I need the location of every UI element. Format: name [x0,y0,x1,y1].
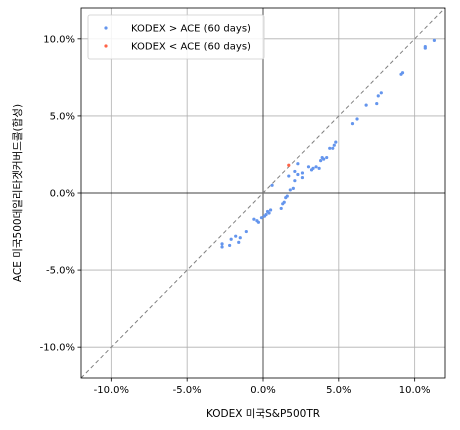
x-tick-label: 5.0% [326,385,351,396]
identity-reference-line [80,7,446,379]
point-kodex-greater [234,234,238,238]
legend-label-kodex-greater: KODEX > ACE (60 days) [131,24,251,35]
point-kodex-greater [331,146,335,150]
point-kodex-greater [423,46,427,50]
data-points [220,38,436,249]
point-kodex-greater [328,146,332,150]
point-kodex-greater [281,202,285,206]
point-kodex-greater [319,159,323,163]
legend-marker-kodex-greater [104,26,108,30]
point-kodex-greater [228,243,232,248]
point-kodex-greater [237,240,241,244]
legend-label-kodex-less: KODEX < ACE (60 days) [131,42,251,53]
point-kodex-greater [432,38,436,42]
y-axis-label: ACE 미국500데일리타겟커버드콜(합성) [11,104,24,282]
x-tick-label: 10.0% [399,385,431,396]
point-kodex-greater [279,206,283,211]
point-kodex-greater [309,168,314,172]
legend-marker-kodex-less [104,44,108,48]
plot-area [80,7,446,379]
point-kodex-greater [376,94,380,98]
point-kodex-greater [284,196,288,200]
legend: KODEX > ACE (60 days) KODEX < ACE (60 da… [87,14,265,60]
y-tick-label: -5.0% [46,266,75,277]
point-kodex-greater [325,155,329,160]
point-kodex-greater [350,122,355,126]
point-kodex-greater [270,183,274,187]
point-kodex-greater [332,143,336,147]
point-kodex-greater [259,216,264,220]
point-kodex-greater [296,162,300,166]
point-kodex-greater [262,214,267,218]
point-kodex-greater [252,217,256,221]
y-tick-label: 0.0% [50,189,75,200]
x-axis-label: KODEX 미국S&P500TR [206,408,320,420]
point-kodex-greater [255,219,259,223]
point-kodex-greater [355,117,359,121]
legend-box [87,14,265,60]
point-kodex-greater [399,72,403,76]
point-kodex-greater [320,155,324,160]
y-tick-label: -10.0% [40,343,75,354]
y-tick-label: 10.0% [43,34,75,45]
point-kodex-greater [291,186,295,190]
point-kodex-greater [375,101,379,106]
point-kodex-greater [244,229,248,234]
x-axis-ticks: -10.0% -5.0% 0.0% 5.0% 10.0% [94,378,431,396]
y-tick-label: 5.0% [50,111,75,122]
point-kodex-greater [238,236,242,240]
point-kodex-greater [300,171,305,175]
point-kodex-greater [296,172,300,177]
point-kodex-greater [379,91,383,95]
point-kodex-greater [314,165,318,169]
point-kodex-less [287,163,291,167]
point-kodex-greater [287,174,291,178]
point-kodex-greater [268,208,273,212]
point-kodex-greater [364,103,368,107]
point-kodex-greater [220,242,224,246]
point-kodex-greater [334,140,338,144]
x-tick-label: -5.0% [173,385,202,396]
point-kodex-greater [265,209,270,214]
point-kodex-greater [229,237,233,241]
point-kodex-greater [220,245,224,249]
point-kodex-greater [300,175,305,180]
point-kodex-greater [293,179,297,183]
x-tick-label: 0.0% [250,385,275,396]
point-kodex-greater [288,188,292,192]
point-kodex-greater [317,166,321,170]
y-axis-ticks: -10.0% -5.0% 0.0% 5.0% 10.0% [40,34,81,354]
point-kodex-greater [293,169,297,174]
x-tick-label: -10.0% [94,385,129,396]
point-kodex-greater [306,165,311,169]
